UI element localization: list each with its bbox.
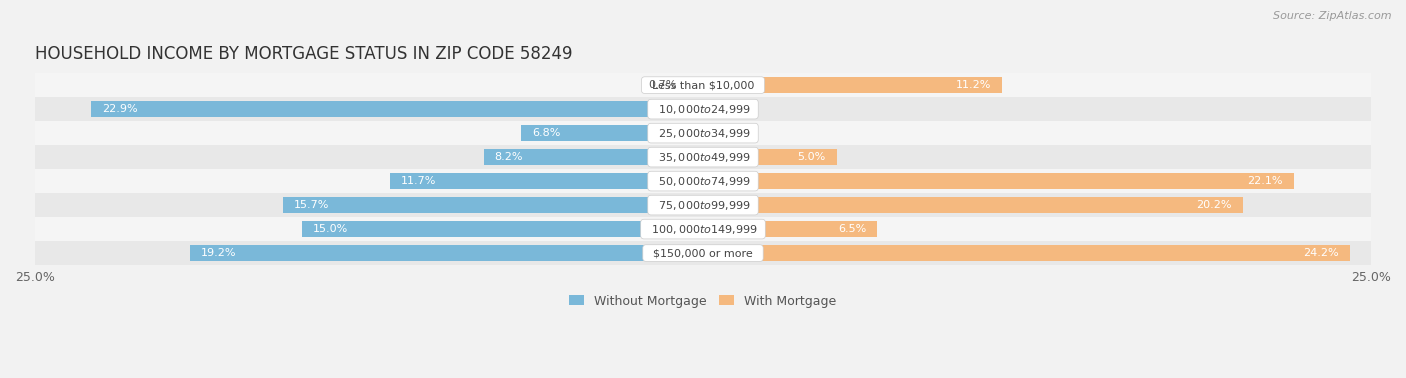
Bar — [35, 217, 1371, 241]
Text: $50,000 to $74,999: $50,000 to $74,999 — [651, 175, 755, 187]
Bar — [522, 125, 703, 141]
Bar — [685, 77, 703, 93]
Text: $35,000 to $49,999: $35,000 to $49,999 — [651, 150, 755, 164]
Bar — [35, 241, 1371, 265]
Text: $75,000 to $99,999: $75,000 to $99,999 — [651, 198, 755, 212]
Bar — [91, 101, 703, 117]
Text: $10,000 to $24,999: $10,000 to $24,999 — [651, 102, 755, 116]
Bar — [302, 221, 703, 237]
Text: 6.8%: 6.8% — [531, 128, 561, 138]
Bar — [703, 197, 1243, 213]
Text: $150,000 or more: $150,000 or more — [647, 248, 759, 258]
Text: Source: ZipAtlas.com: Source: ZipAtlas.com — [1274, 11, 1392, 21]
Text: 22.1%: 22.1% — [1247, 176, 1282, 186]
Text: 6.5%: 6.5% — [838, 224, 866, 234]
Text: 0.7%: 0.7% — [648, 80, 676, 90]
Bar — [703, 173, 1294, 189]
Bar — [35, 73, 1371, 97]
Text: 19.2%: 19.2% — [201, 248, 236, 258]
Text: 20.2%: 20.2% — [1197, 200, 1232, 210]
Bar — [35, 145, 1371, 169]
Text: 11.7%: 11.7% — [401, 176, 436, 186]
Text: 15.0%: 15.0% — [314, 224, 349, 234]
Text: 24.2%: 24.2% — [1303, 248, 1339, 258]
Text: HOUSEHOLD INCOME BY MORTGAGE STATUS IN ZIP CODE 58249: HOUSEHOLD INCOME BY MORTGAGE STATUS IN Z… — [35, 45, 572, 63]
Bar — [703, 149, 837, 165]
Text: 22.9%: 22.9% — [101, 104, 138, 114]
Bar — [35, 121, 1371, 145]
Bar — [35, 97, 1371, 121]
Text: 8.2%: 8.2% — [495, 152, 523, 162]
Bar — [703, 77, 1002, 93]
Text: 15.7%: 15.7% — [294, 200, 329, 210]
Bar — [703, 221, 877, 237]
Bar — [391, 173, 703, 189]
Bar — [484, 149, 703, 165]
Bar — [190, 245, 703, 261]
Text: 11.2%: 11.2% — [956, 80, 991, 90]
Text: 5.0%: 5.0% — [797, 152, 825, 162]
Bar — [35, 169, 1371, 193]
Text: $100,000 to $149,999: $100,000 to $149,999 — [644, 223, 762, 235]
Bar — [703, 245, 1350, 261]
Text: Less than $10,000: Less than $10,000 — [645, 80, 761, 90]
Legend: Without Mortgage, With Mortgage: Without Mortgage, With Mortgage — [564, 290, 842, 313]
Bar — [35, 193, 1371, 217]
Text: $25,000 to $34,999: $25,000 to $34,999 — [651, 127, 755, 139]
Bar — [284, 197, 703, 213]
